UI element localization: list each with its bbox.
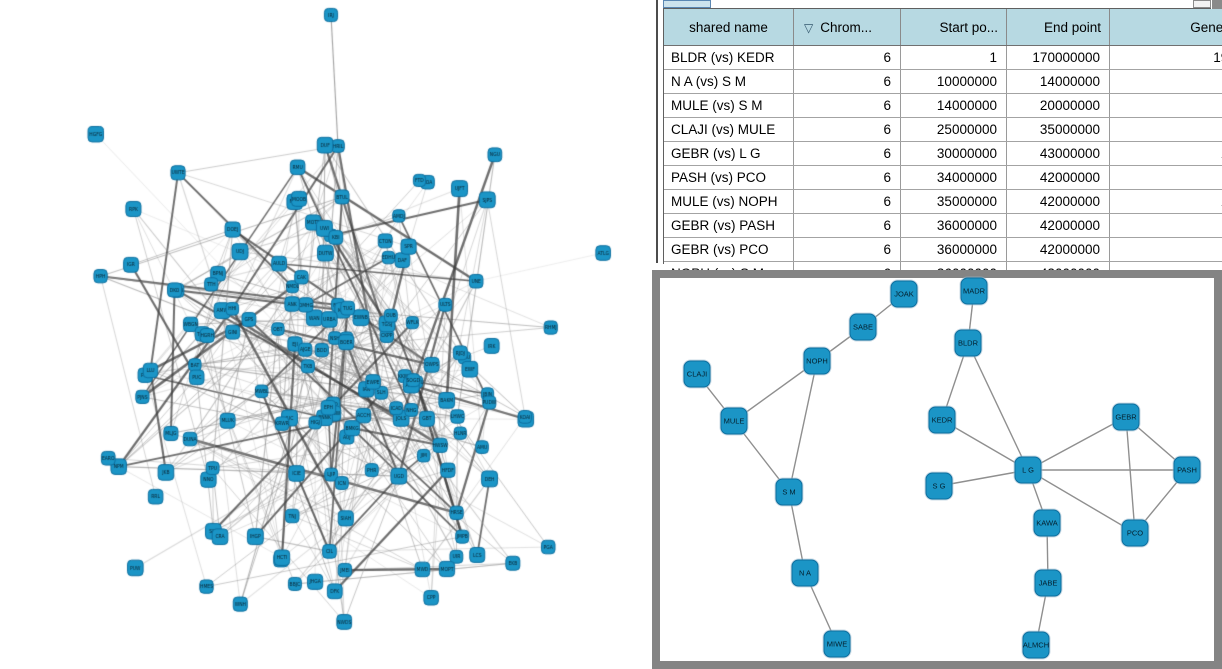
table-row[interactable]: CLAJI (vs) MULE625000000350000005.9 [664, 117, 1222, 142]
node-madr[interactable]: MADR [960, 277, 988, 305]
edge-NOPH-MULE[interactable] [733, 360, 818, 422]
edge-GEBR-PCO[interactable] [1125, 416, 1136, 534]
table-row[interactable]: GEBR (vs) PASH636000000420000008.9 [664, 213, 1222, 238]
node-claji[interactable]: CLAJI [683, 360, 711, 388]
node-kedr[interactable]: KEDR [928, 406, 956, 434]
table-corner-stub [1193, 0, 1211, 8]
edge-L G-GEBR[interactable] [1027, 416, 1127, 471]
table-cell: 43000000 [1006, 141, 1110, 166]
table-cell: 6 [793, 141, 901, 166]
table-cell: 6 [793, 189, 901, 214]
table-cell: PASH (vs) PCO [664, 165, 794, 190]
table-cell: 36000000 [900, 237, 1007, 262]
table-cell: 10.5 [1109, 189, 1222, 214]
table-cell: 11.4 [1109, 165, 1222, 190]
node-joak[interactable]: JOAK [890, 280, 918, 308]
node-s-m[interactable]: S M [775, 478, 803, 506]
table-cell: 34000000 [900, 165, 1007, 190]
table-cell: CLAJI (vs) MULE [664, 117, 794, 142]
attribute-table: shared name ▽ Chrom... Start po... End point… [664, 9, 1222, 286]
edge-S G-L G[interactable] [938, 469, 1029, 487]
table-cell: 6.6 [1109, 69, 1222, 94]
table-row[interactable]: PASH (vs) PCO6340000004200000011.4 [664, 165, 1222, 190]
table-cell: 6 [793, 69, 901, 94]
table-cell: 8.9 [1109, 213, 1222, 238]
table-header-row: shared name ▽ Chrom... Start po... End point… [664, 9, 1222, 46]
table-cell: 35000000 [1006, 117, 1110, 142]
table-cell: 192.0 [1109, 45, 1222, 70]
table-cell: 6 [793, 45, 901, 70]
main-network-canvas[interactable] [0, 0, 655, 669]
table-row[interactable]: GEBR (vs) L G6300000004300000016.9 [664, 141, 1222, 166]
table-cell: 170000000 [1006, 45, 1110, 70]
table-row[interactable]: N A (vs) S M610000000140000006.6 [664, 69, 1222, 94]
node-jabe[interactable]: JABE [1034, 569, 1062, 597]
attribute-table-panel: shared name ▽ Chrom... Start po... End point… [663, 8, 1222, 286]
edge-NOPH-S M[interactable] [788, 360, 818, 493]
subnetwork-panel: JOAK SABE NOPH CLAJI MULE S M N A MIWE MADR BLDR K… [652, 270, 1222, 669]
table-cell: 35000000 [900, 189, 1007, 214]
table-row[interactable]: MULE (vs) S M614000000200000007.5 [664, 93, 1222, 118]
table-cell: 36000000 [900, 213, 1007, 238]
table-cell: 5.9 [1109, 117, 1222, 142]
column-header-startpo[interactable]: Start po... [900, 9, 1007, 46]
table-cell: 25000000 [900, 117, 1007, 142]
table-cell: BLDR (vs) KEDR [664, 45, 794, 70]
table-body: BLDR (vs) KEDR61170000000192.0N A (vs) S… [664, 45, 1222, 286]
edge-BLDR-L G[interactable] [967, 342, 1029, 471]
table-cell: 8.4 [1109, 237, 1222, 262]
node-almch[interactable]: ALMCH [1022, 631, 1050, 659]
table-cell: 14000000 [900, 93, 1007, 118]
table-cell: GEBR (vs) L G [664, 141, 794, 166]
edge-KEDR-L G[interactable] [941, 419, 1029, 471]
column-header-chrom[interactable]: ▽ Chrom... [793, 9, 901, 46]
node-noph[interactable]: NOPH [803, 347, 831, 375]
table-cell: MULE (vs) S M [664, 93, 794, 118]
table-cell: 10000000 [900, 69, 1007, 94]
table-cell: 7.5 [1109, 93, 1222, 118]
node-gebr[interactable]: GEBR [1112, 403, 1140, 431]
node-s-g[interactable]: S G [925, 472, 953, 500]
table-cell: 42000000 [1006, 237, 1110, 262]
column-header-genetic[interactable]: Genetic... [1109, 9, 1222, 46]
table-cell: 6 [793, 93, 901, 118]
table-cell: GEBR (vs) PCO [664, 237, 794, 262]
node-miwe[interactable]: MIWE [823, 630, 851, 658]
node-l-g[interactable]: L G [1014, 456, 1042, 484]
table-cell: 16.9 [1109, 141, 1222, 166]
column-header-sharedname[interactable]: shared name [664, 9, 794, 46]
node-bldr[interactable]: BLDR [954, 329, 982, 357]
node-mule[interactable]: MULE [720, 407, 748, 435]
sort-filter-icon[interactable]: ▽ [804, 20, 814, 35]
table-cell: 42000000 [1006, 189, 1110, 214]
node-pash[interactable]: PASH [1173, 456, 1201, 484]
table-cell: 6 [793, 117, 901, 142]
subnetwork-edges [696, 290, 1188, 646]
table-row[interactable]: MULE (vs) NOPH6350000004200000010.5 [664, 189, 1222, 214]
table-tab-stub [663, 0, 711, 8]
table-row[interactable]: BLDR (vs) KEDR61170000000192.0 [664, 45, 1222, 70]
table-cell: 14000000 [1006, 69, 1110, 94]
table-cell: 30000000 [900, 141, 1007, 166]
table-cell: 1 [900, 45, 1007, 70]
table-cell: 20000000 [1006, 93, 1110, 118]
table-cell: 42000000 [1006, 213, 1110, 238]
node-pco[interactable]: PCO [1121, 519, 1149, 547]
node-kawa[interactable]: KAWA [1033, 509, 1061, 537]
edge-L G-PCO[interactable] [1027, 469, 1136, 534]
node-sabe[interactable]: SABE [849, 313, 877, 341]
table-cell: 6 [793, 213, 901, 238]
table-cell: 6 [793, 237, 901, 262]
table-cell: MULE (vs) NOPH [664, 189, 794, 214]
table-row[interactable]: GEBR (vs) PCO636000000420000008.4 [664, 237, 1222, 262]
column-header-endpoint[interactable]: End point [1006, 9, 1110, 46]
panel-divider [656, 0, 658, 263]
table-cell: 42000000 [1006, 165, 1110, 190]
node-n-a[interactable]: N A [791, 559, 819, 587]
table-cell: 6 [793, 165, 901, 190]
table-cell: N A (vs) S M [664, 69, 794, 94]
table-cell: GEBR (vs) PASH [664, 213, 794, 238]
